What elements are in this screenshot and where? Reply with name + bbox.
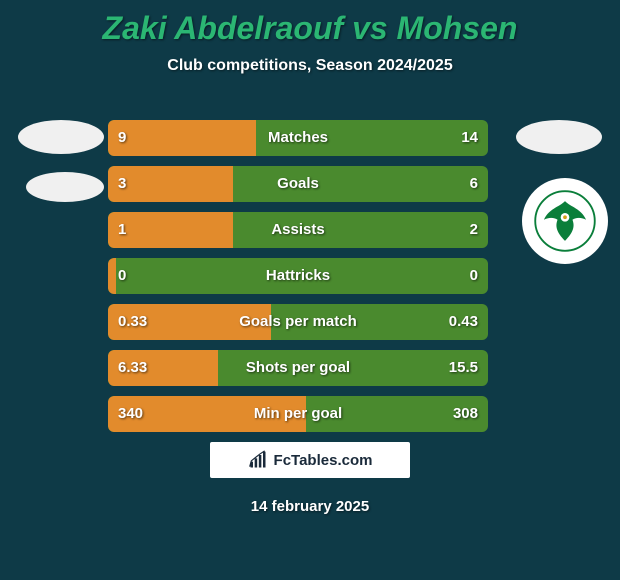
chart-icon [248,450,268,470]
stat-row: 3Goals6 [108,166,488,202]
stat-row: 340Min per goal308 [108,396,488,432]
date-text: 14 february 2025 [0,498,620,515]
stat-label: Goals [108,166,488,202]
stat-value-right: 6 [470,166,478,202]
stat-label: Min per goal [108,396,488,432]
stat-label: Shots per goal [108,350,488,386]
stat-value-right: 14 [461,120,478,156]
player-left-club-1-placeholder [18,120,104,154]
page-title: Zaki Abdelraouf vs Mohsen [0,0,620,47]
eagle-club-icon [534,190,596,252]
stat-label: Assists [108,212,488,248]
player-right-club-2-logo [522,178,608,264]
comparison-card: Zaki Abdelraouf vs Mohsen Club competiti… [0,0,620,580]
stat-value-right: 0 [470,258,478,294]
stat-label: Hattricks [108,258,488,294]
player-left-club-2-placeholder [26,172,104,202]
source-badge: FcTables.com [210,442,410,478]
source-text: FcTables.com [274,452,373,469]
stat-row: 0.33Goals per match0.43 [108,304,488,340]
stat-value-right: 308 [453,396,478,432]
comparison-chart: 9Matches14 3Goals6 1Assists2 0Hattricks0 0.3… [108,120,488,442]
stat-value-right: 2 [470,212,478,248]
stat-row: 1Assists2 [108,212,488,248]
player-right-club-1-placeholder [516,120,602,154]
stat-label: Goals per match [108,304,488,340]
stat-label: Matches [108,120,488,156]
stat-value-right: 0.43 [449,304,478,340]
stat-value-right: 15.5 [449,350,478,386]
subtitle: Club competitions, Season 2024/2025 [0,57,620,75]
stat-row: 0Hattricks0 [108,258,488,294]
stat-row: 9Matches14 [108,120,488,156]
stat-row: 6.33Shots per goal15.5 [108,350,488,386]
